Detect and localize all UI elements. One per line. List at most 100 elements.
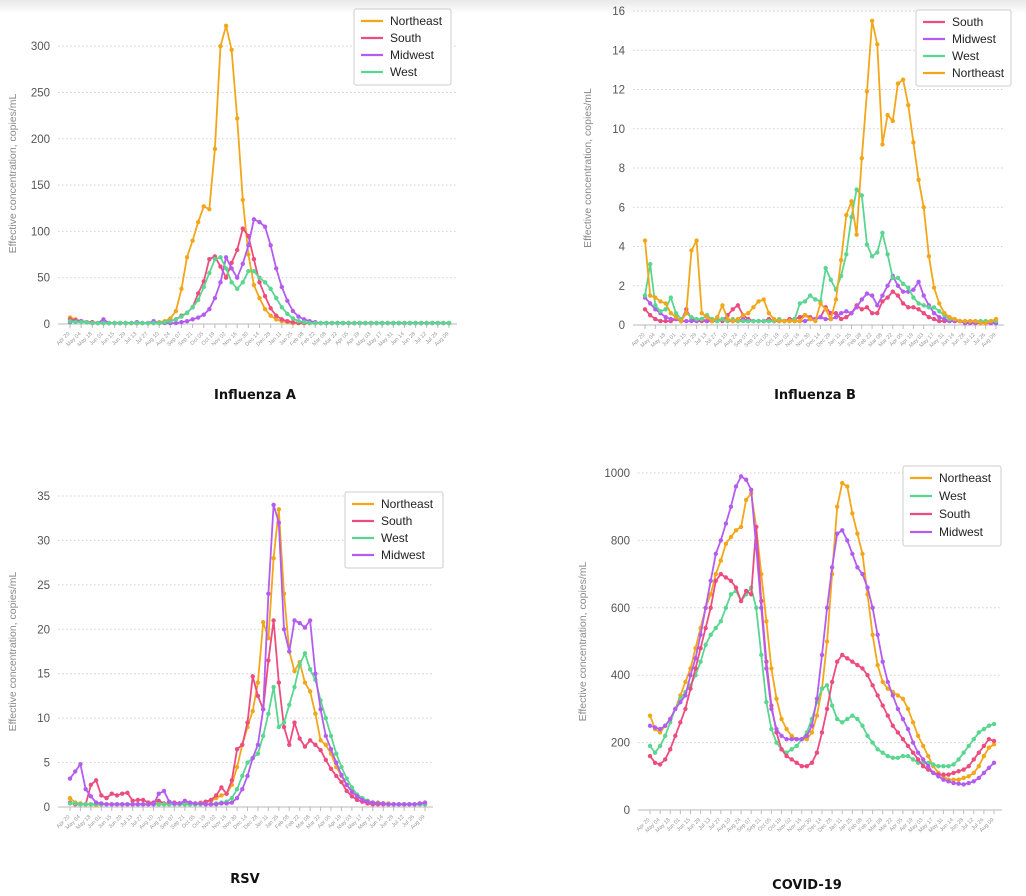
data-point-south [223, 275, 229, 280]
data-point-midwest [235, 275, 240, 280]
data-point-west [229, 280, 234, 285]
data-point-northeast [738, 524, 744, 530]
data-point-south [797, 314, 803, 320]
data-point-midwest [738, 474, 744, 479]
data-point-west [212, 256, 218, 262]
data-point-midwest [156, 791, 161, 796]
data-point-midwest [182, 798, 188, 803]
data-point-west [240, 280, 245, 285]
data-point-midwest [885, 679, 890, 685]
data-point-south [219, 785, 224, 790]
data-point-northeast [875, 662, 880, 668]
data-point-west [895, 275, 901, 281]
data-point-midwest [307, 618, 313, 623]
data-point-midwest [130, 802, 135, 807]
data-point-northeast [971, 770, 976, 776]
data-point-south [890, 289, 895, 294]
data-point-midwest [201, 312, 206, 317]
data-point-northeast [229, 47, 234, 53]
data-point-south [733, 585, 739, 590]
data-point-northeast [905, 706, 911, 712]
data-point-west [751, 318, 756, 324]
data-point-midwest [349, 789, 355, 795]
data-point-west [698, 659, 703, 664]
data-point-west [880, 230, 885, 235]
data-point-northeast [860, 551, 865, 557]
data-point-northeast [947, 314, 952, 320]
data-point-midwest [784, 737, 789, 742]
data-point-northeast [240, 197, 245, 203]
data-point-west [663, 307, 668, 312]
chart-covid-19: 0 200 400 600 800 1000 Effective concentration… [577, 465, 1002, 834]
data-point-midwest [713, 551, 718, 557]
data-point-midwest [824, 605, 830, 610]
data-point-south [951, 770, 956, 776]
data-point-west [875, 250, 880, 255]
data-point-south [799, 763, 804, 769]
data-point-midwest [838, 311, 844, 316]
data-point-midwest [184, 319, 190, 324]
data-point-northeast [746, 311, 751, 316]
data-point-northeast [870, 632, 875, 637]
data-point-midwest [814, 696, 820, 701]
data-point-south [748, 592, 754, 597]
data-point-midwest [262, 224, 268, 229]
data-point-south [255, 693, 261, 699]
data-point-west [88, 802, 94, 807]
data-point-midwest [360, 797, 365, 803]
data-point-west [926, 305, 932, 310]
data-point-northeast [828, 316, 834, 322]
data-point-west [391, 320, 396, 326]
data-point-west [906, 285, 911, 290]
data-point-northeast [988, 318, 994, 324]
data-point-midwest [212, 295, 218, 301]
data-point-midwest [135, 802, 141, 807]
data-point-west [140, 320, 145, 326]
chart-influenza-a: 0 50 100 150 200 250 300 Effective concentratio… [7, 8, 457, 348]
data-point-south [834, 659, 840, 664]
data-point-midwest [941, 777, 946, 782]
data-point-northeast [823, 307, 828, 312]
data-point-midwest [251, 217, 257, 222]
data-point-west [182, 802, 188, 807]
data-point-south [344, 788, 349, 794]
data-point-midwest [937, 314, 942, 320]
data-point-west [129, 320, 134, 326]
data-point-midwest [880, 293, 885, 298]
y-tick-label: 8 [619, 163, 625, 175]
data-point-west [859, 193, 864, 198]
y-tick-label: 0 [44, 802, 50, 814]
data-point-midwest [208, 802, 214, 807]
data-point-northeast [684, 311, 689, 316]
data-point-northeast [976, 763, 982, 769]
data-point-northeast [689, 248, 694, 253]
data-point-south [900, 301, 906, 306]
data-point-midwest [890, 693, 896, 698]
data-point-west [430, 320, 435, 326]
y-axis-title: Effective concentration, copies/mL [582, 88, 594, 248]
data-point-west [794, 743, 799, 749]
data-point-midwest [140, 802, 146, 807]
data-point-west [134, 320, 140, 326]
data-point-midwest [728, 504, 734, 509]
data-point-midwest [662, 723, 668, 728]
data-point-northeast [184, 255, 190, 260]
chart-panel-covid-19: 0 200 400 600 800 1000 Effective concentration… [560, 455, 1026, 895]
data-point-west [746, 318, 751, 324]
legend-label: Northeast [390, 14, 443, 28]
data-point-south [784, 753, 789, 759]
data-point-south [833, 311, 839, 316]
data-point-west [344, 776, 349, 781]
data-point-south [845, 656, 850, 661]
data-point-west [946, 763, 951, 769]
data-point-midwest [223, 255, 229, 260]
data-point-west [828, 277, 834, 283]
data-point-midwest [271, 502, 276, 508]
data-point-south [966, 763, 971, 769]
data-point-west [718, 619, 724, 624]
data-point-south [274, 313, 279, 318]
data-point-midwest [240, 261, 245, 266]
data-point-midwest [966, 780, 971, 786]
data-point-northeast [769, 666, 774, 671]
data-point-midwest [951, 780, 956, 786]
